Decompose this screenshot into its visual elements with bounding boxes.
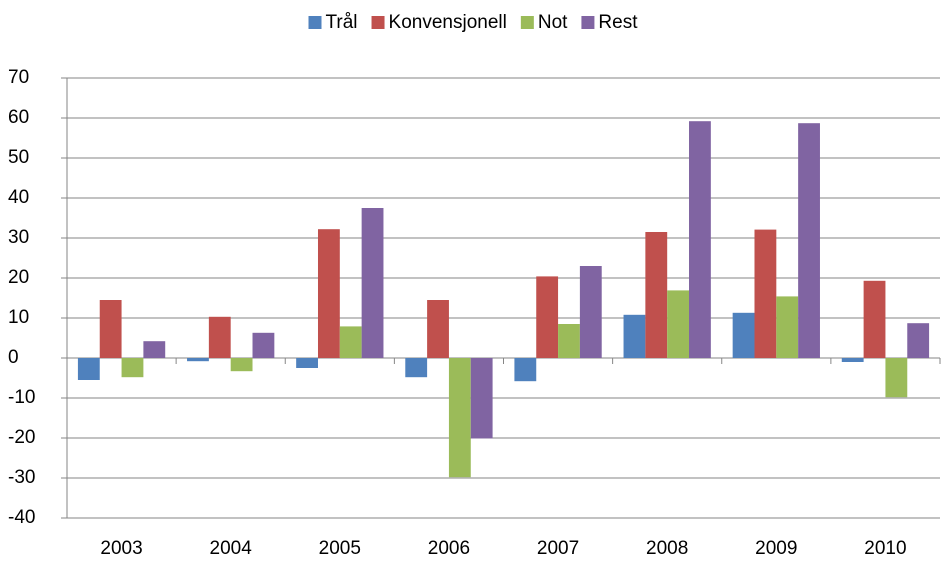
bar [885,358,908,398]
bar [689,121,711,358]
y-tick-label: -30 [8,467,35,488]
bar [121,358,144,378]
bar [405,358,428,378]
bar [99,300,122,358]
bar [732,312,755,358]
y-tick-label: 20 [8,267,29,288]
bar [317,229,340,358]
bar [448,358,471,478]
x-tick-label: 2007 [537,538,579,559]
legend-swatch [371,16,385,29]
bar [841,358,864,362]
legend-label: Rest [598,12,638,33]
y-tick-label: -20 [8,427,35,448]
bar [579,266,602,358]
bar [470,358,493,439]
bar [798,123,820,358]
bar [667,290,690,358]
x-tick-label: 2003 [100,538,142,559]
bar [645,232,668,358]
legend-swatch [520,16,534,29]
bar [208,316,231,358]
y-tick-label: 10 [8,307,29,328]
legend-label: Konvensjonell [389,12,507,33]
x-tick-label: 2004 [210,538,253,559]
x-tick-label: 2005 [319,538,361,559]
bar [361,208,384,358]
bar [623,314,646,358]
bar [77,358,100,380]
y-tick-label: 50 [8,147,29,168]
bar [230,358,253,372]
bar [514,358,537,382]
bar [776,296,799,358]
bar [907,323,930,358]
y-tick-label: -10 [8,387,35,408]
y-tick-label: 40 [8,187,29,208]
x-tick-label: 2010 [864,538,906,559]
y-tick-label: -40 [8,507,35,528]
legend-swatch [308,16,322,29]
bar [754,229,777,358]
bar [252,332,275,358]
legend-label: Not [538,12,568,33]
bar [427,300,449,358]
y-tick-label: 60 [8,107,29,128]
legend-swatch [581,16,595,29]
x-tick-label: 2006 [428,538,470,559]
x-tick-label: 2008 [646,538,688,559]
y-tick-label: 30 [8,227,29,248]
x-tick-label: 2009 [755,538,797,559]
bar [558,324,580,358]
legend-label: Trål [326,12,358,33]
bar [296,358,318,368]
bar [143,341,166,358]
bar [536,276,559,358]
y-tick-label: 0 [8,347,19,368]
bar [339,326,362,358]
bar [187,358,209,362]
y-tick-label: 70 [8,67,29,88]
bar [863,280,886,358]
